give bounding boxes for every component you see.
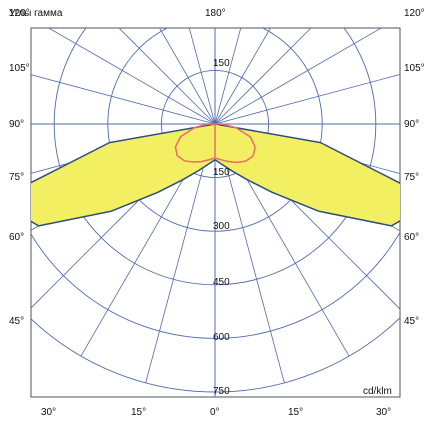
radial-tick-label: 150 (213, 167, 230, 178)
right-angle-label: 75° (404, 172, 419, 183)
left-angle-label: 120° (9, 8, 30, 19)
bottom-angle-label: 15° (288, 407, 303, 418)
bottom-angle-label: 30° (376, 407, 391, 418)
bottom-angle-label: 30° (41, 407, 56, 418)
left-angle-label: 90° (9, 119, 24, 130)
angle-grid-line (214, 28, 271, 125)
bottom-angle-label: 15° (131, 407, 146, 418)
series-polar-red-curve (174, 123, 256, 164)
radial-tick-label: 600 (213, 332, 230, 343)
angle-grid-line (31, 74, 216, 125)
chart-title: Углы гамма (9, 8, 63, 19)
polar-grid (31, 28, 400, 397)
angle-grid-line (118, 28, 216, 125)
angle-grid-line (214, 28, 242, 125)
right-angle-label: 120° (404, 8, 425, 19)
radial-tick-label: 150 (213, 58, 230, 69)
right-angle-label: 45° (404, 316, 419, 327)
right-angle-label: 105° (404, 63, 425, 74)
radial-tick-label: 750 (213, 386, 230, 397)
angle-grid-line (214, 28, 383, 125)
series-polar-yellow-curve (31, 123, 400, 227)
left-angle-label: 45° (9, 316, 24, 327)
radial-tick-label: 450 (213, 277, 230, 288)
left-angle-label: 105° (9, 63, 30, 74)
angle-grid-line (214, 74, 400, 125)
left-angle-label: 75° (9, 172, 24, 183)
right-angle-label: 90° (404, 119, 419, 130)
right-angle-label: 60° (404, 232, 419, 243)
left-angle-label: 60° (9, 232, 24, 243)
angle-grid-line (47, 28, 216, 125)
angle-grid-line (159, 28, 216, 125)
angle-grid-line (188, 28, 216, 125)
angle-grid-line (214, 28, 312, 125)
top-angle-label: 180° (205, 8, 226, 19)
bottom-angle-label: 0° (210, 407, 220, 418)
radial-tick-label: 300 (213, 221, 230, 232)
unit-label: cd/klm (363, 386, 392, 397)
